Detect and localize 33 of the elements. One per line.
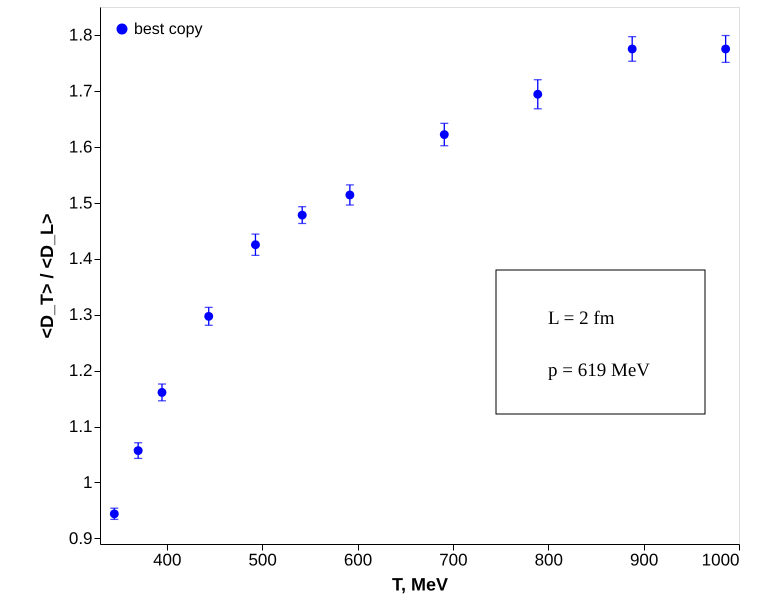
point	[110, 509, 119, 518]
x-tick-label: 800	[534, 550, 563, 570]
annotation: L = 2 fm	[548, 308, 615, 329]
point	[533, 90, 542, 99]
point	[345, 190, 354, 200]
x-axis-title: T, MeV	[392, 574, 448, 594]
legend-label: best copy	[134, 21, 202, 38]
y-tick-label: 0.9	[68, 528, 92, 548]
x-tick-label: 700	[439, 550, 468, 570]
point	[628, 44, 637, 54]
point	[721, 44, 730, 54]
y-tick-label: 1.1	[68, 417, 92, 436]
y-axis-title: <D_T> / <D_L>	[36, 213, 57, 339]
x-tick-label: 1000	[702, 550, 740, 570]
annotation: p = 619 MeV	[548, 360, 650, 381]
point	[250, 240, 260, 250]
point	[204, 312, 214, 321]
x-tick-label: 900	[630, 550, 658, 570]
y-tick-label: 1.3	[68, 305, 92, 324]
point	[440, 130, 449, 139]
x-tick-label: 500	[248, 550, 277, 570]
point	[134, 446, 143, 456]
y-tick-label: 1.4	[68, 249, 92, 268]
y-tick-label: 1.6	[68, 137, 92, 156]
y-tick-label: 1	[83, 472, 92, 492]
y-tick-label: 1.7	[68, 81, 92, 100]
x-tick-label: 600	[344, 550, 372, 570]
y-tick-label: 1.8	[68, 25, 92, 44]
point	[298, 210, 307, 220]
y-tick-label: 1.5	[68, 193, 92, 212]
y-tick-label: 1.2	[68, 361, 92, 380]
point	[158, 388, 166, 397]
x-tick-label: 400	[153, 550, 182, 570]
